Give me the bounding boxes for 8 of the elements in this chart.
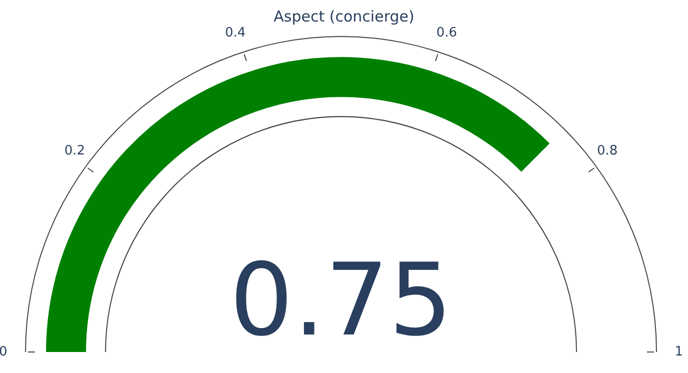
text: 1 bbox=[674, 344, 683, 360]
data-label: 0.75 bbox=[230, 242, 452, 358]
text: Aspect (concierge) bbox=[274, 8, 414, 26]
text: 0.6 bbox=[436, 26, 458, 41]
text: 0 bbox=[0, 344, 8, 360]
text: 0.2 bbox=[64, 143, 86, 158]
text: 0.8 bbox=[596, 143, 618, 158]
text: 0.4 bbox=[224, 26, 246, 41]
